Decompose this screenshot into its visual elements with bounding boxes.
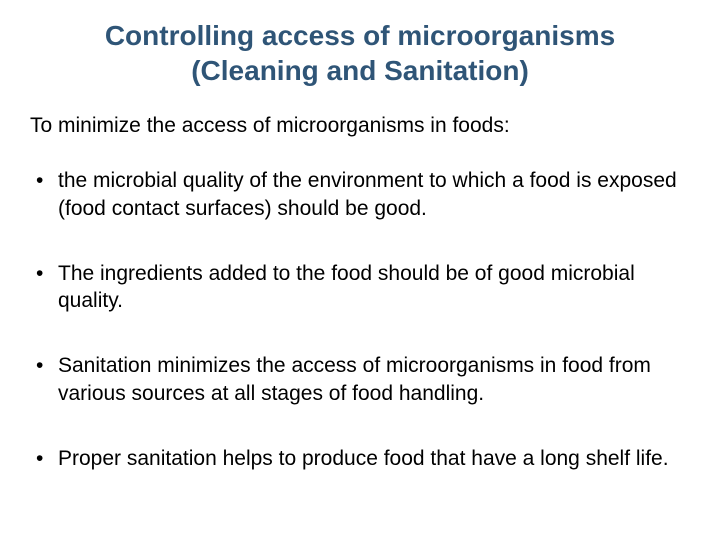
- bullet-text: Sanitation minimizes the access of micro…: [58, 354, 651, 404]
- bullet-list: the microbial quality of the environment…: [30, 167, 690, 472]
- bullet-text: Proper sanitation helps to produce food …: [58, 447, 669, 470]
- list-item: The ingredients added to the food should…: [30, 260, 690, 315]
- intro-text: To minimize the access of microorganisms…: [30, 112, 690, 139]
- title-line-1: Controlling access of microorganisms: [105, 20, 615, 51]
- list-item: the microbial quality of the environment…: [30, 167, 690, 222]
- bullet-text: The ingredients added to the food should…: [58, 262, 635, 312]
- slide: Controlling access of microorganisms (Cl…: [0, 0, 720, 540]
- list-item: Proper sanitation helps to produce food …: [30, 445, 690, 472]
- slide-title: Controlling access of microorganisms (Cl…: [30, 18, 690, 88]
- title-line-2: (Cleaning and Sanitation): [191, 55, 529, 86]
- bullet-text: the microbial quality of the environment…: [58, 169, 677, 219]
- list-item: Sanitation minimizes the access of micro…: [30, 352, 690, 407]
